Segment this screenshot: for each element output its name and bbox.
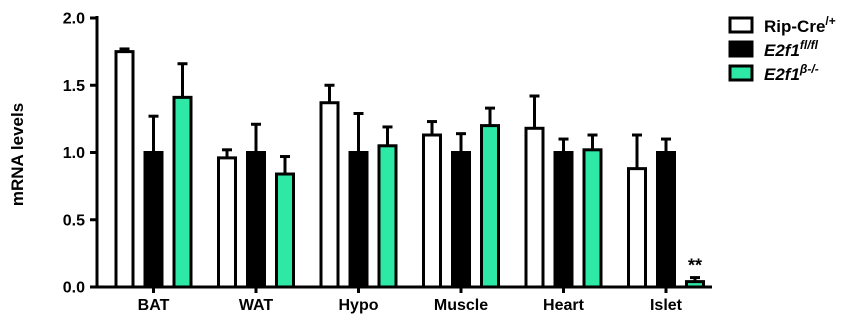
y-tick-label: 2.0 bbox=[63, 11, 85, 28]
legend-label: E2f1fl/fl bbox=[764, 38, 819, 60]
bar-wat-series-2 bbox=[275, 172, 295, 289]
legend-swatch bbox=[728, 64, 754, 82]
y-axis-title: mRNA levels bbox=[8, 103, 27, 206]
bar-bat-series-2 bbox=[172, 95, 193, 289]
x-axis: BAT WAT Hypo Muscle Heart Islet bbox=[95, 285, 712, 314]
bar-bat-series-0 bbox=[114, 50, 135, 289]
y-axis: 0.0 0.5 1.0 1.5 2.0 bbox=[63, 11, 99, 297]
x-tick-label: Muscle bbox=[434, 297, 488, 314]
bar-islet-series-0 bbox=[627, 167, 647, 289]
x-tick-label: Islet bbox=[650, 297, 683, 314]
legend-label-base: Rip-Cre bbox=[764, 17, 825, 36]
bar-hypo-series-1 bbox=[348, 151, 369, 289]
legend-label-base: E2f1 bbox=[764, 65, 800, 84]
bar-wat-series-0 bbox=[217, 156, 237, 289]
bar-hypo-series-2 bbox=[377, 144, 398, 289]
bars: ** bbox=[114, 47, 705, 289]
x-tick-label: Hypo bbox=[339, 297, 379, 314]
y-tick-label: 0.5 bbox=[63, 212, 85, 229]
bar-muscle-series-1 bbox=[451, 151, 471, 289]
legend-swatch bbox=[728, 16, 754, 34]
x-tick-label: BAT bbox=[138, 297, 170, 314]
bar-wat-series-1 bbox=[246, 151, 266, 289]
bar-muscle-series-0 bbox=[422, 133, 442, 289]
legend-label-base: E2f1 bbox=[764, 41, 800, 60]
bar-heart-series-0 bbox=[524, 126, 545, 289]
legend-swatch bbox=[728, 40, 754, 58]
bar-islet-series-1 bbox=[656, 151, 676, 289]
y-tick-label: 0.0 bbox=[63, 280, 85, 297]
significance-annotation: ** bbox=[688, 256, 702, 276]
y-tick-label: 1.5 bbox=[63, 78, 85, 95]
legend-item-2: E2f1β-/- bbox=[728, 62, 819, 84]
legend-label-superscript: β-/- bbox=[799, 62, 819, 76]
x-tick-label: WAT bbox=[239, 297, 274, 314]
bar-heart-series-2 bbox=[582, 148, 603, 289]
legend-label: Rip-Cre/+ bbox=[764, 14, 836, 36]
bar-heart-series-1 bbox=[553, 151, 574, 289]
x-tick-label: Heart bbox=[543, 297, 585, 314]
legend-label-superscript: fl/fl bbox=[800, 38, 819, 52]
legend-item-0: Rip-Cre/+ bbox=[728, 14, 836, 36]
legend-label: E2f1β-/- bbox=[764, 62, 819, 84]
bar-bat-series-1 bbox=[143, 151, 164, 289]
bar-muscle-series-2 bbox=[480, 124, 500, 289]
legend-item-1: E2f1fl/fl bbox=[728, 38, 819, 60]
y-tick-label: 1.0 bbox=[63, 145, 85, 162]
bar-hypo-series-0 bbox=[319, 101, 340, 289]
legend-label-superscript: /+ bbox=[825, 14, 835, 28]
